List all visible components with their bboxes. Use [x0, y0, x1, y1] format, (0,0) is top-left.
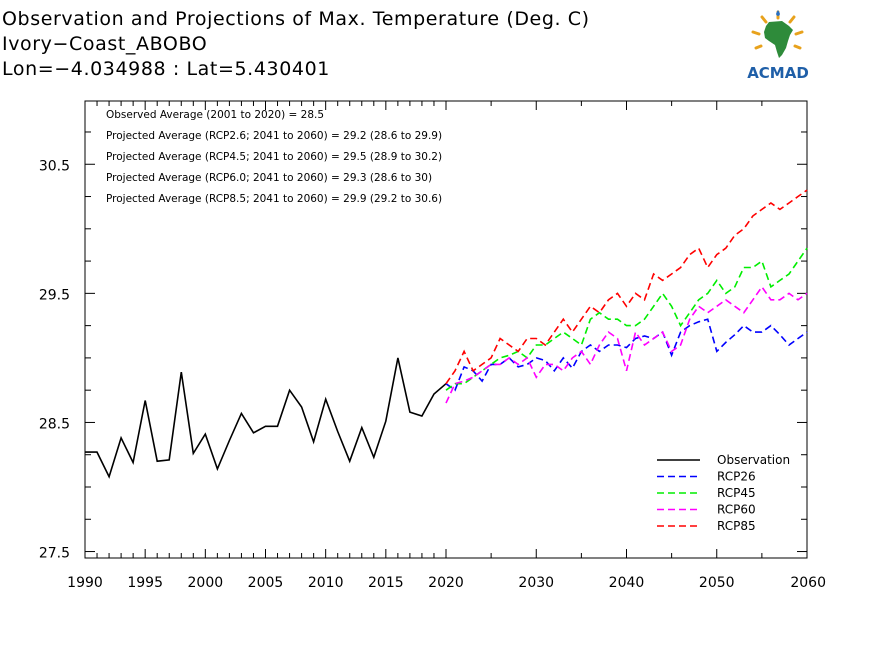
legend: Observation RCP26 RCP45 RCP60 RCP85 [657, 453, 790, 533]
series-line-observation [85, 357, 447, 479]
x-tick-label: 2010 [308, 575, 344, 591]
annotation-line: Projected Average (RCP2.6; 2041 to 2060)… [106, 130, 442, 142]
x-tick-label: 2040 [609, 575, 645, 591]
y-tick-label: 27.5 [39, 546, 70, 562]
series-line-rcp85 [445, 189, 808, 385]
location-label: Ivory−Coast_ABOBO [2, 33, 208, 55]
plot-frame [84, 100, 808, 559]
y-tick-label: 28.5 [39, 416, 70, 432]
x-tick-label: 2050 [699, 575, 735, 591]
annotation-line: Projected Average (RCP4.5; 2041 to 2060)… [106, 151, 442, 163]
x-tick-label: 2015 [368, 575, 404, 591]
annotations: Observed Average (2001 to 2020) = 28.5 Pr… [106, 109, 442, 205]
y-tick-label: 30.5 [39, 158, 70, 174]
annotation-line: Observed Average (2001 to 2020) = 28.5 [106, 109, 324, 121]
chart-title: Observation and Projections of Max. Temp… [2, 8, 590, 30]
series-line-rcp26 [445, 318, 808, 392]
legend-label: RCP85 [717, 519, 756, 533]
y-axis: 27.5 28.5 29.5 30.5 [39, 131, 807, 562]
x-tick-label: 2060 [790, 575, 826, 591]
x-axis: 1990 1995 2000 2005 2010 2015 2020 2030 2040 2050… [67, 101, 826, 591]
coordinates-label: Lon=−4.034988 : Lat=5.430401 [2, 58, 330, 80]
y-tick-label: 29.5 [39, 287, 70, 303]
africa-map-icon [751, 10, 804, 58]
annotation-line: Projected Average (RCP6.0; 2041 to 2060)… [106, 172, 432, 184]
x-tick-label: 2005 [248, 575, 284, 591]
x-tick-label: 1995 [127, 575, 163, 591]
annotation-line: Projected Average (RCP8.5; 2041 to 2060)… [106, 193, 442, 205]
logo-text: ACMAD [747, 64, 809, 82]
legend-label: RCP26 [717, 470, 756, 484]
legend-label: RCP60 [717, 503, 756, 517]
acmad-logo: ACMAD [738, 8, 818, 84]
series-line-rcp60 [445, 285, 808, 404]
legend-label: Observation [717, 453, 790, 467]
series-lines [85, 189, 808, 479]
series-line-rcp45 [445, 247, 808, 391]
x-tick-label: 2030 [518, 575, 554, 591]
x-tick-label: 2020 [428, 575, 464, 591]
legend-label: RCP45 [717, 486, 756, 500]
x-tick-label: 2000 [188, 575, 224, 591]
x-tick-label: 1990 [67, 575, 103, 591]
